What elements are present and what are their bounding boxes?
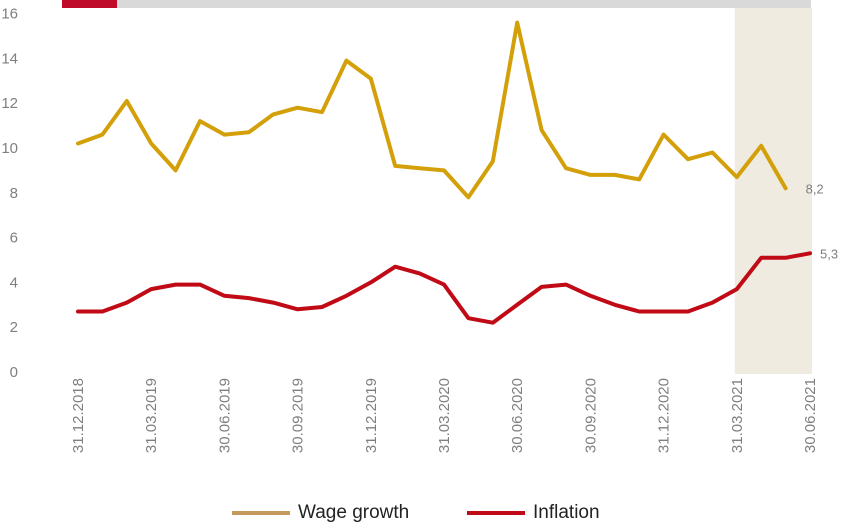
x-tick-label: 30.06.2021 — [802, 378, 819, 453]
legend-swatch-wage-growth — [232, 511, 290, 515]
legend-swatch-inflation — [467, 511, 525, 515]
y-tick-label: 2 — [10, 319, 18, 336]
legend-item-inflation: Inflation — [467, 502, 600, 524]
x-tick-label: 30.09.2020 — [582, 378, 599, 453]
x-tick-label: 30.09.2019 — [290, 378, 307, 453]
series-line-wage-growth — [76, 20, 788, 200]
highlight-region — [734, 8, 812, 374]
y-tick-label: 8 — [10, 185, 18, 202]
header-accent-bar-gray — [117, 0, 811, 8]
y-tick-label: 12 — [1, 95, 18, 112]
header-accent-bar-red — [62, 0, 117, 8]
x-tick-label: 31.03.2020 — [436, 378, 453, 453]
y-tick-label: 14 — [1, 50, 18, 67]
line-chart: 0 2 4 6 8 10 12 14 16 31.12.2018 31.03.2019 30.06.… — [1, 6, 838, 453]
x-tick-label: 30.06.2019 — [216, 378, 233, 453]
x-tick-label: 31.12.2019 — [363, 378, 380, 453]
y-tick-label: 6 — [10, 230, 18, 247]
legend-item-wage-growth: Wage growth — [232, 502, 409, 524]
y-tick-label: 10 — [1, 140, 18, 157]
series-line-inflation — [76, 251, 812, 325]
x-tick-label: 30.06.2020 — [509, 378, 526, 453]
end-value-label-inflation: 5,3 — [820, 246, 838, 261]
end-value-label-wage-growth: 8,2 — [806, 181, 824, 196]
y-tick-label: 4 — [10, 274, 18, 291]
x-tick-label: 31.03.2021 — [729, 378, 746, 453]
x-tick-label: 31.03.2019 — [143, 378, 160, 453]
y-tick-label: 16 — [1, 6, 18, 23]
x-tick-label: 31.12.2018 — [70, 378, 87, 453]
legend-label-inflation: Inflation — [533, 502, 600, 523]
chart-legend: Wage growth Inflation — [0, 500, 843, 526]
x-tick-label: 31.12.2020 — [656, 378, 673, 453]
legend-label-wage-growth: Wage growth — [298, 502, 410, 523]
y-tick-label: 0 — [10, 364, 18, 381]
